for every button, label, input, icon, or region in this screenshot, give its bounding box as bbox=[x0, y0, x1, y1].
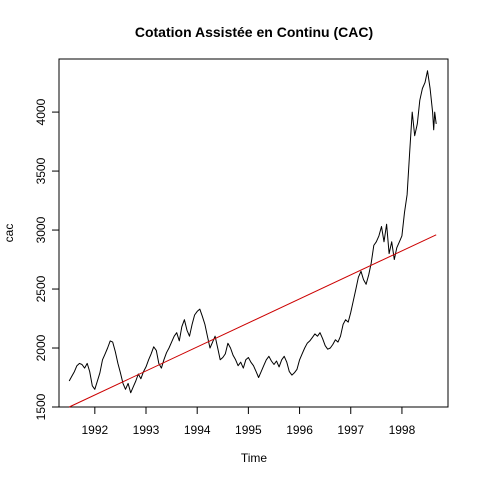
y-axis-label: cac bbox=[2, 224, 16, 243]
x-tick-label: 1997 bbox=[337, 423, 364, 437]
y-axis: 1500 2000 2500 3000 3500 4000 bbox=[34, 98, 60, 420]
y-tick-label: 1500 bbox=[34, 393, 48, 420]
plot-frame bbox=[58, 58, 449, 408]
x-tick-label: 1995 bbox=[235, 423, 262, 437]
y-tick-label: 2500 bbox=[34, 275, 48, 302]
x-axis-label: Time bbox=[241, 451, 268, 465]
trend-line bbox=[68, 234, 437, 408]
chart-title: Cotation Assistée en Continu (CAC) bbox=[135, 24, 373, 40]
x-axis: 1992 1993 1994 1995 1996 1997 1998 bbox=[81, 406, 416, 437]
y-tick-label: 3500 bbox=[34, 157, 48, 184]
x-tick-label: 1994 bbox=[184, 423, 211, 437]
x-tick-label: 1992 bbox=[81, 423, 108, 437]
cac-series-line bbox=[68, 70, 437, 394]
x-tick-label: 1993 bbox=[133, 423, 160, 437]
y-tick-label: 4000 bbox=[34, 98, 48, 125]
series-layer bbox=[68, 70, 437, 408]
x-tick-label: 1998 bbox=[389, 423, 416, 437]
x-tick-label: 1996 bbox=[286, 423, 313, 437]
y-tick-label: 2000 bbox=[34, 334, 48, 361]
y-tick-label: 3000 bbox=[34, 216, 48, 243]
